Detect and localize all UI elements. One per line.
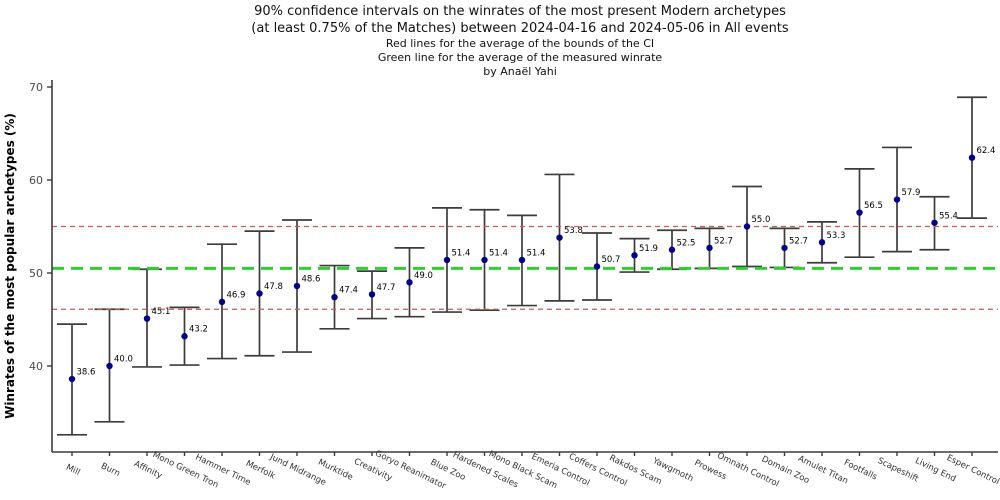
winrate-point — [743, 223, 751, 230]
winrate-value-label: 47.8 — [264, 282, 283, 292]
chart-byline: by Anaël Yahi — [483, 65, 557, 78]
winrate-point — [256, 290, 263, 297]
winrate-value-label: 50.7 — [602, 255, 621, 265]
winrate-point — [781, 244, 788, 252]
chart-title-block: 90% confidence intervals on the winrates… — [40, 3, 1000, 79]
winrate-point — [368, 291, 376, 298]
chart-subtitle-red-lines: Red lines for the average of the bounds … — [385, 37, 655, 50]
winrate-value-label: 49.0 — [414, 271, 433, 281]
winrate-point — [668, 246, 676, 253]
winrate-point — [218, 298, 226, 306]
winrate-value-label: 38.6 — [77, 368, 96, 378]
winrate-point — [593, 263, 601, 270]
y-tick-label: 60 — [29, 174, 43, 187]
winrate-point — [68, 375, 76, 383]
x-tick-label: Mill — [64, 463, 81, 478]
winrate-value-label: 62.4 — [977, 146, 996, 156]
y-tick-label: 40 — [29, 360, 43, 373]
winrate-point — [893, 196, 901, 203]
winrate-point — [631, 252, 638, 259]
winrate-value-label: 51.4 — [452, 248, 471, 258]
winrate-point — [518, 256, 526, 264]
winrate-point — [106, 362, 113, 370]
chart-title-line2: (at least 0.75% of the Matches) between … — [251, 21, 789, 36]
winrate-value-label: 51.4 — [527, 248, 546, 258]
winrate-point — [856, 209, 863, 216]
winrate-value-label: 51.9 — [639, 244, 658, 254]
winrate-value-label: 40.0 — [114, 355, 133, 365]
winrate-value-label: 47.7 — [377, 283, 396, 293]
winrate-point — [556, 234, 563, 241]
x-tick-label: Scapeshift — [876, 456, 921, 485]
winrate-point — [293, 282, 301, 290]
y-tick-label: 70 — [29, 81, 43, 94]
winrate-point — [931, 219, 938, 226]
winrate-point — [143, 315, 151, 322]
winrate-value-label: 52.5 — [677, 238, 696, 248]
winrate-value-label: 52.7 — [714, 236, 733, 246]
winrate-value-label: 46.9 — [227, 290, 246, 300]
winrate-point — [481, 256, 488, 264]
y-axis-title: Winrates of the most popular archetypes … — [3, 113, 17, 419]
winrate-value-label: 48.6 — [302, 275, 321, 285]
winrate-value-label: 51.4 — [489, 248, 508, 258]
winrate-value-label: 43.2 — [189, 325, 208, 335]
winrate-point — [331, 293, 338, 301]
y-tick-label: 50 — [29, 267, 43, 280]
winrate-point — [443, 256, 451, 264]
winrate-value-label: 47.4 — [339, 286, 358, 296]
winrate-value-label: 55.0 — [752, 215, 771, 225]
winrate-value-label: 53.8 — [564, 226, 583, 236]
winrate-value-label: 53.3 — [827, 231, 846, 241]
winrate-value-label: 55.4 — [939, 211, 958, 221]
winrate-point — [181, 333, 188, 340]
winrate-point — [706, 244, 713, 252]
chart-subtitle-green-line: Green line for the average of the measur… — [377, 51, 663, 64]
winrate-point — [968, 154, 976, 161]
x-tick-label: Burn — [99, 461, 121, 479]
winrate-value-label: 57.9 — [902, 188, 921, 198]
winrate-value-label: 52.7 — [789, 236, 808, 246]
x-tick-label: Jund Midrange — [267, 452, 327, 488]
winrate-value-label: 45.1 — [152, 307, 171, 317]
winrate-point — [818, 239, 826, 246]
winrate-value-label: 56.5 — [864, 201, 883, 211]
chart-title-line1: 90% confidence intervals on the winrates… — [254, 4, 786, 19]
winrate-point — [406, 279, 413, 286]
